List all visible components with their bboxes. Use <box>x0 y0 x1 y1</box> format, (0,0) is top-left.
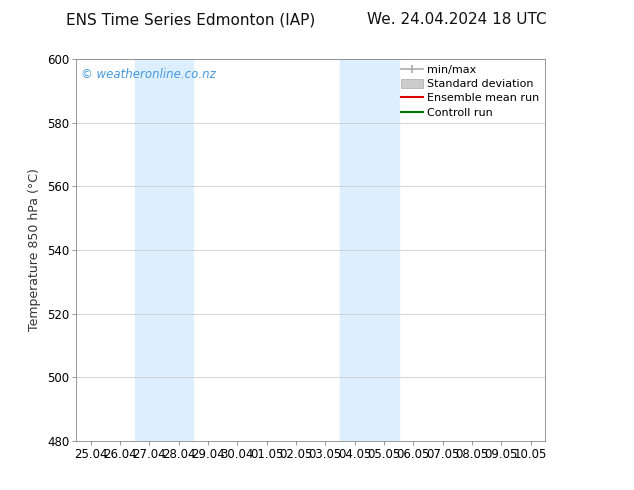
Text: ENS Time Series Edmonton (IAP): ENS Time Series Edmonton (IAP) <box>65 12 315 27</box>
Y-axis label: Temperature 850 hPa (°C): Temperature 850 hPa (°C) <box>29 169 41 331</box>
Legend: min/max, Standard deviation, Ensemble mean run, Controll run: min/max, Standard deviation, Ensemble me… <box>401 64 540 118</box>
Text: © weatheronline.co.nz: © weatheronline.co.nz <box>81 69 216 81</box>
Bar <box>134 59 193 441</box>
Text: We. 24.04.2024 18 UTC: We. 24.04.2024 18 UTC <box>366 12 547 27</box>
Bar <box>340 59 399 441</box>
